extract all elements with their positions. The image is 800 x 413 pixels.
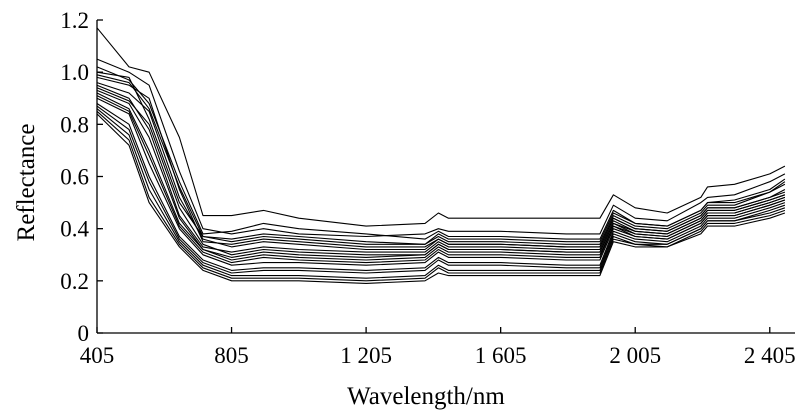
x-tick-label: 2 405	[744, 343, 796, 368]
spectrum-line-8	[96, 103, 786, 271]
x-tick-label: 405	[80, 343, 115, 368]
ticks-layer: 405 805 1 205 1 605 2 005 2 405 0 0.2 0.4 0.6 0.8 1…	[60, 8, 795, 368]
axes-layer	[96, 20, 795, 334]
y-tick-label: 0.4	[60, 217, 89, 242]
y-tick-label: 0.6	[60, 165, 89, 190]
x-tick-label: 805	[214, 343, 249, 368]
spectrum-line-14	[96, 95, 786, 264]
x-axis-label: Wavelength/nm	[347, 383, 505, 410]
spectrum-line-17	[96, 74, 786, 245]
y-tick-label: 0.8	[60, 112, 89, 137]
spectrum-line-1	[96, 27, 786, 227]
spectrum-line-12	[96, 82, 786, 251]
x-tick-label: 1 605	[475, 343, 527, 368]
spectrum-line-3	[96, 71, 786, 245]
x-tick-label: 2 005	[609, 343, 661, 368]
x-tick-label: 1 205	[340, 343, 392, 368]
y-tick-label: 0.2	[60, 269, 89, 294]
y-tick-label: 1.2	[60, 8, 89, 33]
series-layer	[96, 27, 786, 284]
y-axis-label: Reflectance	[13, 124, 40, 242]
spectrum-line-15	[96, 105, 786, 274]
y-tick-label: 0	[78, 321, 90, 346]
spectrum-line-18	[96, 87, 786, 256]
spectrum-line-9	[96, 108, 786, 279]
y-tick-label: 1.0	[60, 60, 89, 85]
spectrum-line-2	[96, 58, 786, 238]
spectrum-line-10	[96, 113, 786, 284]
spectrum-line-16	[96, 110, 786, 282]
